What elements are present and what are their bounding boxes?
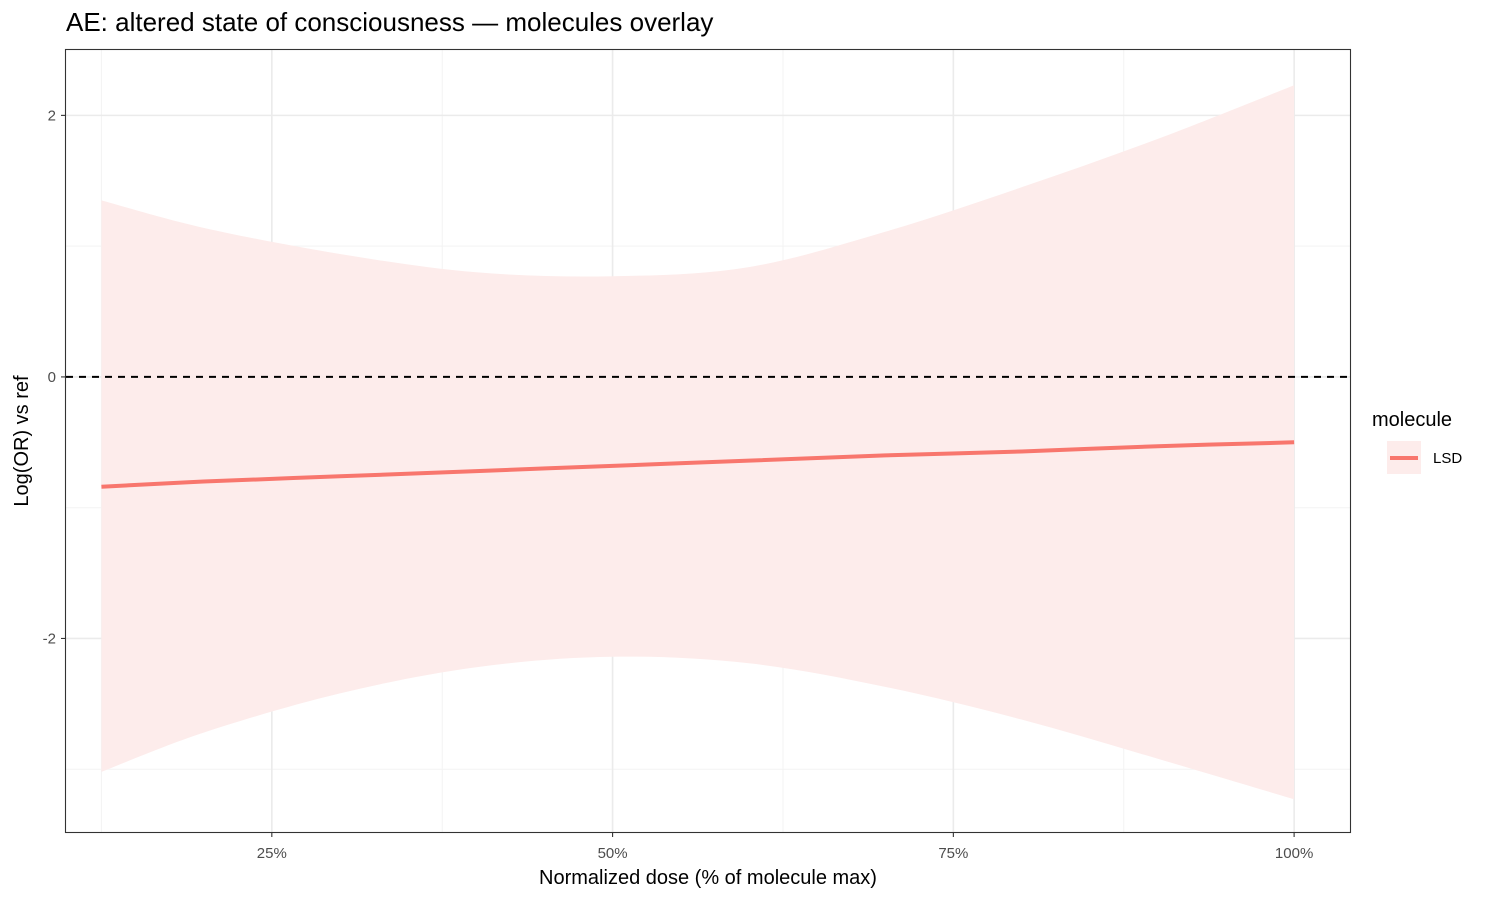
confidence-ribbons — [101, 85, 1295, 800]
series-lines — [101, 440, 1295, 489]
x-tick-label: 100% — [1275, 845, 1313, 862]
y-axis-title: Log(OR) vs ref — [11, 375, 33, 507]
x-tick-label: 50% — [598, 845, 628, 862]
y-axis-ticks: 2 0 -2 — [43, 107, 66, 647]
x-axis-ticks: 25% 50% 75% 100% — [257, 832, 1313, 862]
legend: molecule LSD — [1372, 409, 1462, 474]
confidence-ribbon — [101, 85, 1295, 800]
plot-panel-border — [64, 48, 1352, 834]
x-axis-title: Normalized dose (% of molecule max) — [539, 867, 877, 889]
legend-label: LSD — [1433, 450, 1462, 467]
y-tick-label: 0 — [48, 369, 56, 386]
legend-title: molecule — [1372, 409, 1452, 431]
y-tick-label: 2 — [48, 107, 56, 124]
x-tick-label: 75% — [938, 845, 968, 862]
legend-items: LSD — [1387, 441, 1462, 474]
y-tick-label: -2 — [43, 630, 56, 647]
chart-title: AE: altered state of consciousness — mol… — [66, 7, 713, 37]
x-tick-label: 25% — [257, 845, 287, 862]
series-line — [101, 440, 1295, 489]
